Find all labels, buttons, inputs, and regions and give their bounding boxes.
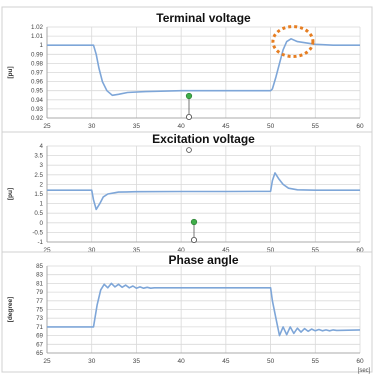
y-axis-label: [pu] [7, 188, 14, 200]
y-tick-label: 83 [36, 272, 43, 279]
chart-title: Terminal voltage [156, 11, 251, 25]
x-tick-label: 30 [88, 358, 96, 365]
x-tick-label: 60 [356, 247, 364, 254]
y-tick-label: 71 [36, 324, 43, 331]
y-tick-label: 0.97 [31, 70, 44, 77]
x-tick-label: 30 [88, 247, 96, 254]
x-tick-label: 55 [312, 123, 320, 130]
highlight-circle [271, 25, 315, 59]
x-tick-label: 40 [178, 123, 186, 130]
x-tick-label: 35 [133, 247, 141, 254]
x-tick-label: 55 [312, 247, 320, 254]
y-tick-label: 1.02 [31, 24, 44, 31]
y-tick-label: 0.92 [31, 115, 44, 122]
y-axis-label: [pu] [7, 66, 14, 78]
y-tick-label: 0.93 [31, 106, 44, 113]
chart-frame [1, 131, 373, 255]
y-tick-label: 69 [36, 333, 43, 340]
y-tick-label: 2 [40, 181, 44, 188]
y-tick-label: 0.99 [31, 51, 44, 58]
y-tick-label: 0 [40, 220, 44, 227]
y-tick-label: 79 [36, 289, 43, 296]
y-tick-label: 0.5 [34, 210, 43, 217]
x-tick-label: 40 [178, 358, 186, 365]
y-tick-label: 3 [40, 162, 44, 169]
x-tick-label: 45 [222, 123, 230, 130]
y-tick-label: 85 [36, 263, 43, 270]
x-tick-label: 40 [178, 247, 186, 254]
x-tick-label: 25 [43, 123, 51, 130]
y-tick-label: 0.98 [31, 60, 44, 67]
y-tick-label: 1 [40, 42, 44, 49]
x-tick-label: 45 [222, 247, 230, 254]
y-tick-label: 3.5 [34, 153, 43, 160]
series-line [47, 282, 361, 337]
y-tick-label: 1.5 [34, 191, 43, 198]
marker-open-circle [186, 147, 192, 153]
x-tick-label: 50 [267, 247, 275, 254]
chart-frame [1, 251, 373, 373]
x-tick-label: 35 [133, 123, 141, 130]
marker-pin [190, 218, 198, 243]
marker-pin [185, 92, 193, 121]
x-tick-label: 25 [43, 358, 51, 365]
x-tick-label: 45 [222, 358, 230, 365]
x-tick-label: 60 [356, 358, 364, 365]
y-tick-label: 75 [36, 307, 43, 314]
y-tick-label: 67 [36, 341, 43, 348]
y-tick-label: 0.94 [31, 97, 44, 104]
y-tick-label: 1 [40, 201, 44, 208]
y-tick-label: 73 [36, 315, 43, 322]
chart-frame [1, 6, 373, 137]
y-tick-label: 65 [36, 350, 43, 357]
x-axis-unit: [sec] [358, 368, 371, 374]
y-tick-label: 0.95 [31, 88, 44, 95]
y-tick-label: -0.5 [32, 229, 43, 236]
x-tick-label: 25 [43, 247, 51, 254]
x-tick-label: 55 [312, 358, 320, 365]
y-tick-label: 1.01 [31, 33, 44, 40]
x-tick-label: 50 [267, 123, 275, 130]
x-tick-label: 35 [133, 358, 141, 365]
chart-title: Phase angle [168, 253, 238, 267]
y-tick-label: 2.5 [34, 172, 43, 179]
chart-panel-1: 0.92 0.93 0.94 0.95 0.96 0.97 0.98 0.99 1 1.01 1.0… [1, 6, 373, 139]
y-tick-label: -1 [37, 239, 43, 246]
y-tick-label: 81 [36, 280, 43, 287]
y-axis-label: [degree] [7, 297, 14, 323]
series-line [47, 38, 360, 97]
series-line [47, 172, 360, 211]
x-tick-label: 50 [267, 358, 275, 365]
y-tick-label: 77 [36, 298, 43, 305]
x-tick-label: 60 [356, 123, 364, 130]
y-tick-label: 4 [40, 143, 44, 150]
y-tick-label: 0.96 [31, 79, 44, 86]
chart-title: Excitation voltage [152, 132, 255, 146]
x-tick-label: 30 [88, 123, 96, 130]
chart-panel-2: -1 -0.5 0 0.5 1 1.5 2 2.5 3 3.5 4 25 30 35 40 45 50 55 60 [… [1, 131, 373, 263]
